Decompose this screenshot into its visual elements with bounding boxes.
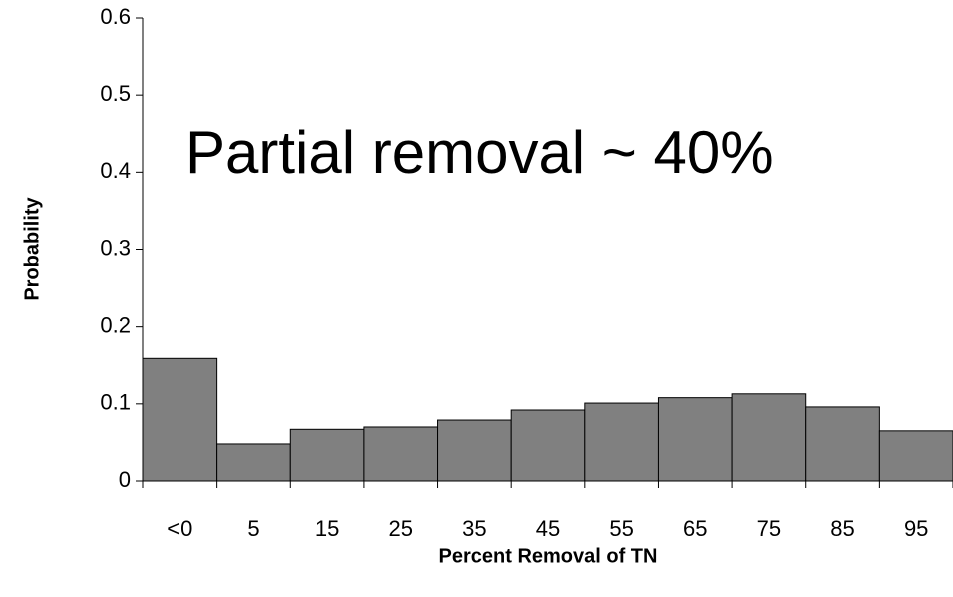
x-tick-label: 65	[683, 516, 707, 541]
bar	[510, 409, 586, 482]
y-axis-title: Probability	[21, 196, 43, 300]
x-tick-label: 75	[757, 516, 781, 541]
x-tick-label: 15	[315, 516, 339, 541]
bar	[805, 406, 880, 482]
y-tick-label: 0.4	[100, 158, 131, 183]
bar	[142, 357, 218, 482]
x-tick-label: 5	[247, 516, 259, 541]
y-tick-label: 0.3	[100, 235, 131, 260]
x-tick-label: 45	[536, 516, 560, 541]
x-tick-label: 35	[462, 516, 486, 541]
x-tick-label: 85	[830, 516, 854, 541]
x-tick-label: 95	[904, 516, 928, 541]
annotation: Partial removal ~ 40%	[185, 119, 774, 186]
x-tick-label: <0	[167, 516, 192, 541]
y-tick-label: 0.5	[100, 81, 131, 106]
bar	[584, 402, 659, 482]
x-tick-label: 55	[609, 516, 633, 541]
bar	[363, 426, 439, 482]
y-tick-label: 0.6	[100, 4, 131, 29]
bar	[216, 443, 291, 482]
bar	[731, 393, 807, 482]
y-tick-label: 0.1	[100, 390, 131, 415]
y-tick-label: 0.2	[100, 312, 131, 337]
bar	[437, 419, 512, 482]
bar	[657, 397, 733, 482]
x-axis-title: Percent Removal of TN	[439, 545, 658, 567]
bar	[289, 428, 365, 482]
x-tick-label: 25	[388, 516, 412, 541]
y-tick-label: 0	[119, 467, 131, 492]
bar	[878, 430, 953, 482]
